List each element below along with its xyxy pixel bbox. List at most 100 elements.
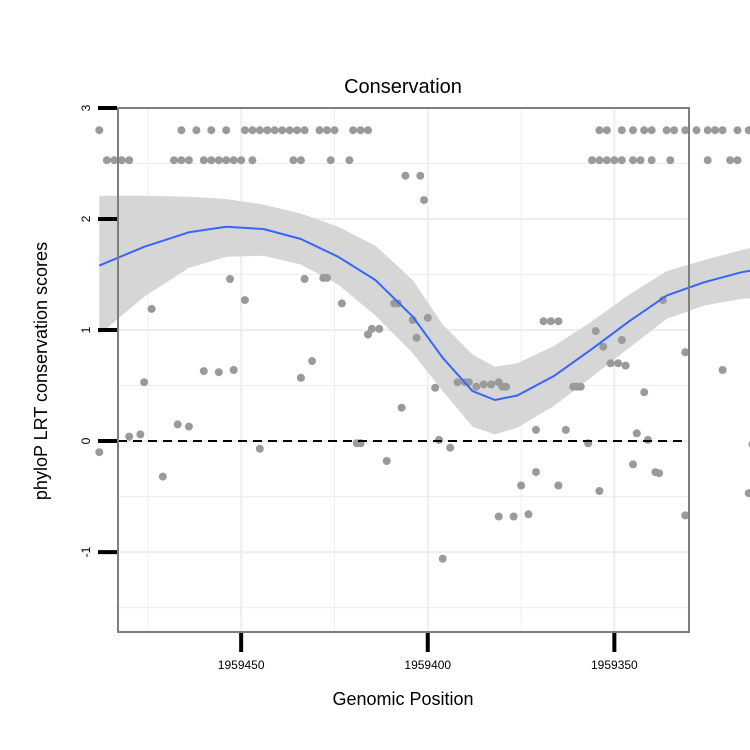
data-point bbox=[692, 126, 701, 135]
data-point bbox=[554, 317, 563, 326]
points-layer bbox=[95, 126, 750, 563]
data-point bbox=[300, 126, 309, 135]
data-point bbox=[222, 156, 231, 165]
data-point bbox=[226, 275, 234, 283]
data-point bbox=[229, 156, 238, 165]
data-point bbox=[95, 448, 104, 457]
data-point bbox=[420, 196, 428, 205]
data-point bbox=[718, 366, 727, 374]
data-point bbox=[610, 156, 619, 165]
data-point bbox=[643, 435, 652, 444]
data-point bbox=[125, 156, 134, 165]
data-point bbox=[588, 156, 596, 165]
data-point bbox=[617, 126, 626, 135]
x-tick-label: 1959450 bbox=[218, 658, 265, 672]
data-point bbox=[595, 156, 604, 165]
data-point bbox=[591, 327, 600, 336]
data-point bbox=[401, 171, 410, 180]
smooth-line bbox=[98, 225, 750, 401]
data-point bbox=[431, 383, 440, 392]
data-point bbox=[733, 156, 742, 165]
data-point bbox=[248, 156, 257, 165]
data-point bbox=[222, 126, 231, 135]
data-point bbox=[147, 304, 156, 313]
data-point bbox=[472, 382, 481, 391]
data-point bbox=[300, 275, 309, 283]
smooth-line-layer bbox=[98, 225, 750, 401]
y-tick-label: 2 bbox=[79, 215, 93, 222]
data-point bbox=[606, 359, 615, 368]
data-point bbox=[602, 126, 611, 135]
data-point bbox=[397, 403, 406, 412]
data-point bbox=[177, 156, 186, 165]
data-point bbox=[289, 156, 298, 165]
data-point bbox=[662, 126, 671, 135]
axes-layer: -1 0 1 2 3 1959450 1959400 1959350 bbox=[79, 104, 638, 672]
y-tick-label: 0 bbox=[79, 437, 93, 444]
data-point bbox=[681, 348, 690, 357]
x-tick-label: 1959400 bbox=[404, 658, 451, 672]
data-point bbox=[602, 156, 611, 165]
x-axis-label: Genomic Position bbox=[332, 689, 473, 709]
data-point bbox=[237, 156, 246, 165]
data-point bbox=[192, 126, 201, 135]
data-point bbox=[595, 126, 604, 135]
data-point bbox=[629, 156, 637, 165]
data-point bbox=[326, 156, 335, 165]
data-point bbox=[539, 317, 548, 326]
data-point bbox=[285, 126, 294, 135]
data-point bbox=[524, 510, 533, 519]
data-point bbox=[744, 126, 750, 135]
data-point bbox=[629, 460, 637, 469]
data-point bbox=[158, 472, 167, 481]
data-point bbox=[416, 171, 425, 180]
data-point bbox=[744, 489, 750, 498]
data-point bbox=[711, 126, 720, 135]
data-point bbox=[423, 313, 432, 322]
data-point bbox=[614, 359, 623, 368]
data-point bbox=[140, 378, 149, 387]
data-point bbox=[632, 429, 641, 438]
chart-title: Conservation bbox=[344, 76, 462, 98]
y-axis-label: phyloP LRT conservation scores bbox=[31, 242, 51, 500]
data-point bbox=[296, 156, 305, 165]
data-point bbox=[375, 324, 384, 333]
data-point bbox=[278, 126, 287, 135]
data-point bbox=[576, 382, 585, 391]
data-point bbox=[199, 367, 208, 376]
data-point bbox=[102, 156, 111, 165]
data-point bbox=[95, 126, 104, 135]
data-point bbox=[658, 296, 667, 305]
data-point bbox=[494, 512, 503, 521]
data-point bbox=[479, 380, 488, 389]
data-point bbox=[382, 457, 391, 465]
data-point bbox=[170, 156, 178, 165]
data-point bbox=[177, 126, 186, 135]
y-tick-label: -1 bbox=[79, 546, 93, 557]
data-point bbox=[487, 380, 496, 389]
data-point bbox=[110, 156, 119, 165]
data-point bbox=[647, 126, 656, 135]
data-point bbox=[356, 126, 365, 135]
data-point bbox=[255, 444, 264, 453]
data-point bbox=[184, 422, 193, 431]
data-point bbox=[554, 481, 563, 490]
data-point bbox=[640, 126, 649, 135]
data-point bbox=[229, 366, 238, 374]
data-point bbox=[364, 126, 372, 135]
data-point bbox=[561, 425, 570, 434]
data-point bbox=[703, 156, 712, 165]
data-point bbox=[345, 156, 354, 165]
y-tick-label: 3 bbox=[79, 104, 93, 111]
data-point bbox=[718, 126, 727, 135]
data-point bbox=[595, 487, 604, 495]
data-point bbox=[184, 156, 193, 165]
data-point bbox=[199, 156, 208, 165]
data-point bbox=[546, 317, 555, 326]
data-point bbox=[670, 126, 679, 135]
data-point bbox=[240, 126, 249, 135]
data-point bbox=[703, 126, 712, 135]
data-point bbox=[599, 342, 608, 351]
